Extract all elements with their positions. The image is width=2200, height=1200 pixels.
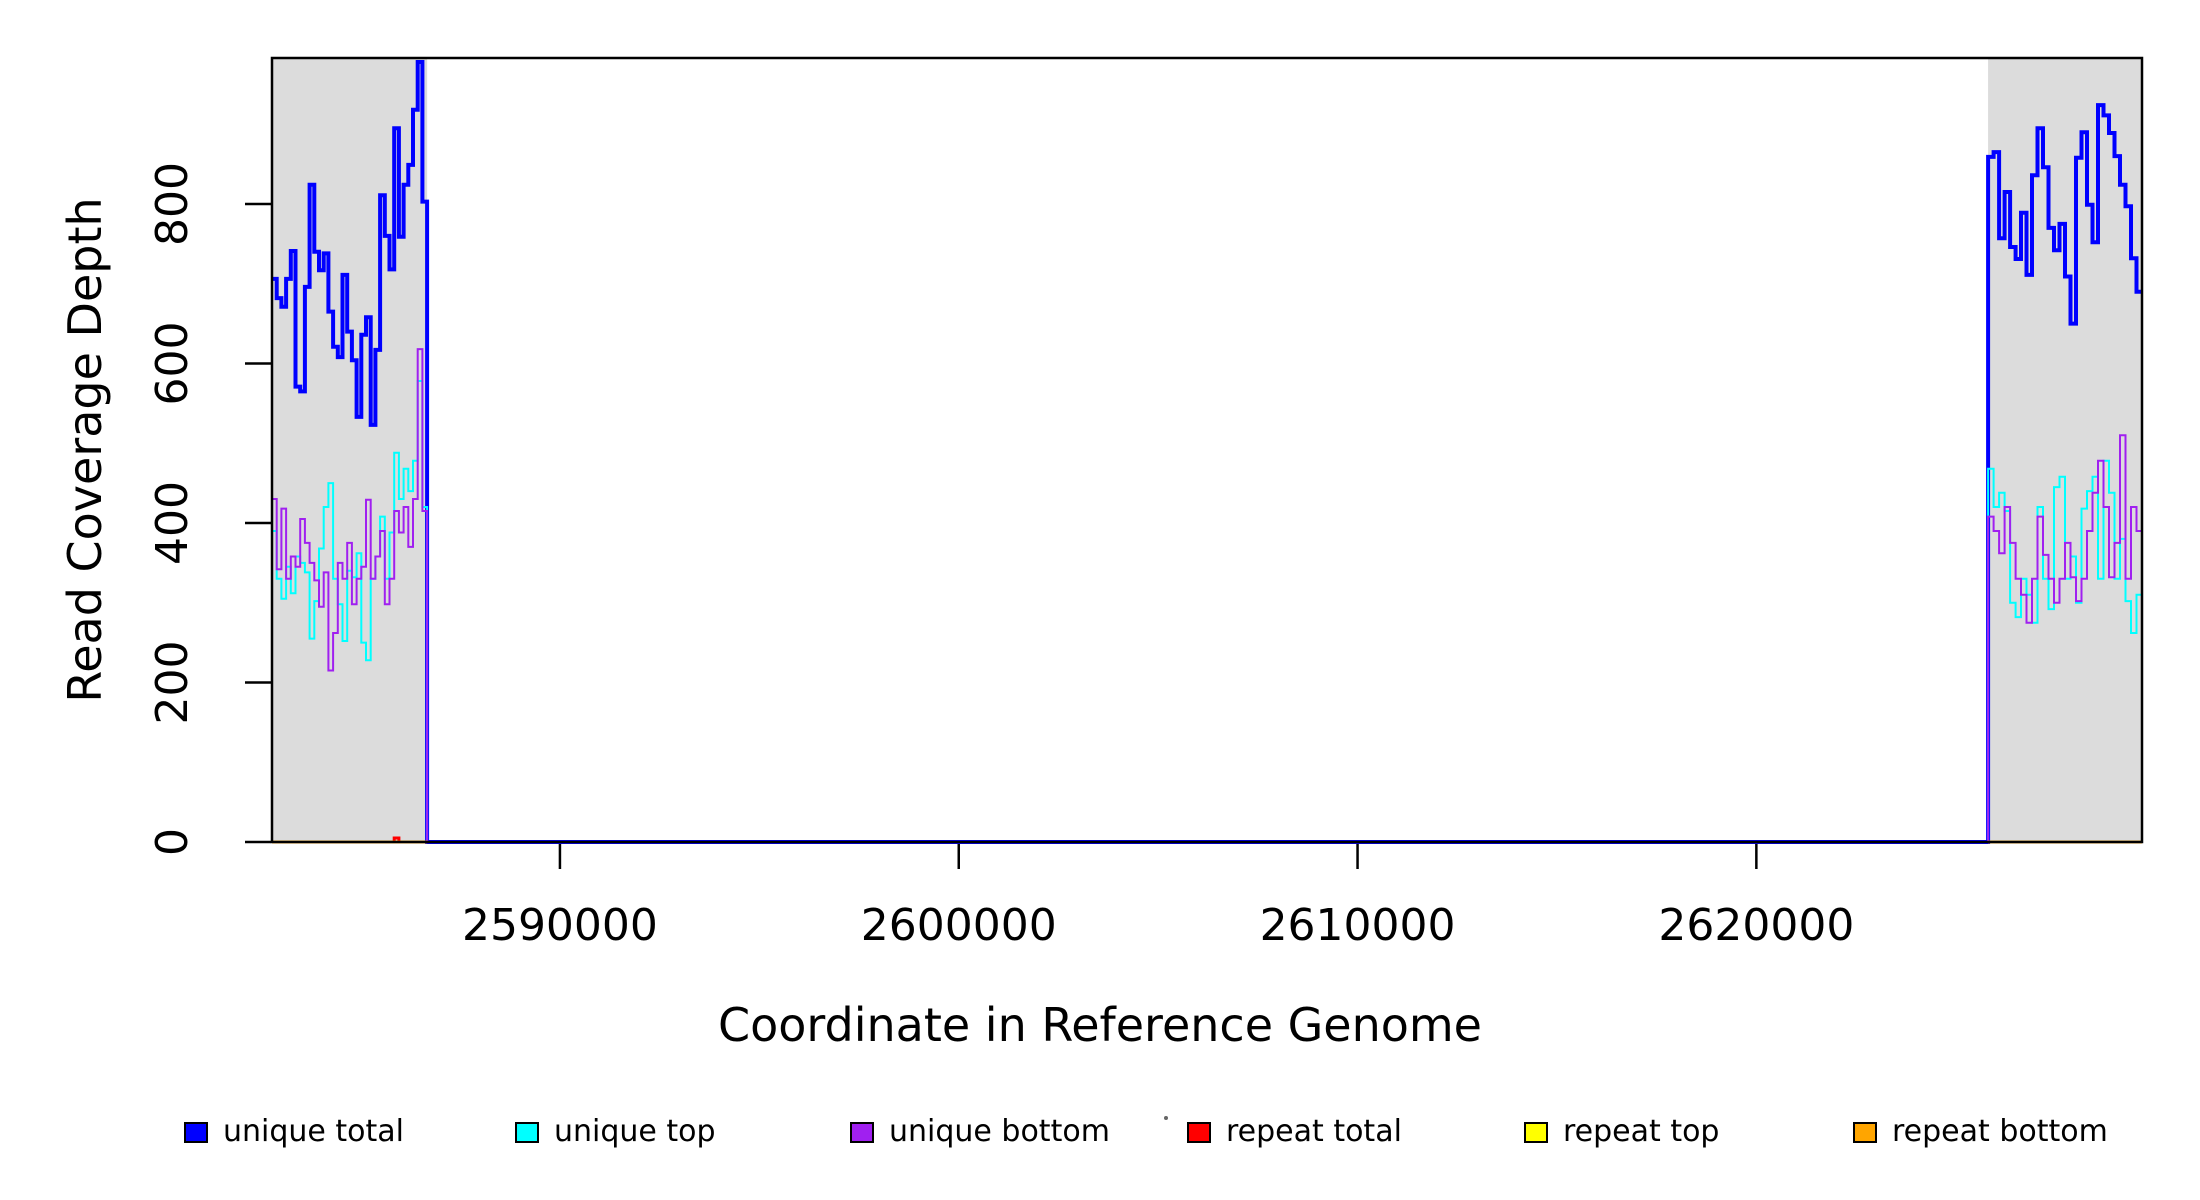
y-axis-tick-label: 600	[147, 321, 198, 405]
shaded-repeat-region-right	[1988, 58, 2142, 842]
plot-border	[270, 56, 2144, 844]
series-line-unique-total	[272, 60, 2142, 844]
series-line-unique-bottom	[272, 348, 2142, 843]
y-axis-title: Read Coverage Depth	[58, 197, 112, 703]
x-axis-tick-label: 2610000	[1260, 900, 1456, 951]
x-axis-title: Coordinate in Reference Genome	[718, 998, 1482, 1052]
x-axis-tick-label: 2600000	[861, 900, 1057, 951]
y-axis-tick-label: 800	[147, 162, 198, 246]
y-axis-tick-label: 400	[147, 481, 198, 565]
shaded-repeat-region-left	[272, 58, 428, 842]
y-axis-tick-label: 200	[147, 640, 198, 724]
y-axis-tick-label: 0	[147, 828, 198, 856]
stray-dot-artifact	[1164, 1116, 1168, 1120]
x-axis-tick-label: 2620000	[1658, 900, 1854, 951]
x-axis-tick-label: 2590000	[462, 900, 658, 951]
series-line-unique-top	[272, 380, 2142, 843]
